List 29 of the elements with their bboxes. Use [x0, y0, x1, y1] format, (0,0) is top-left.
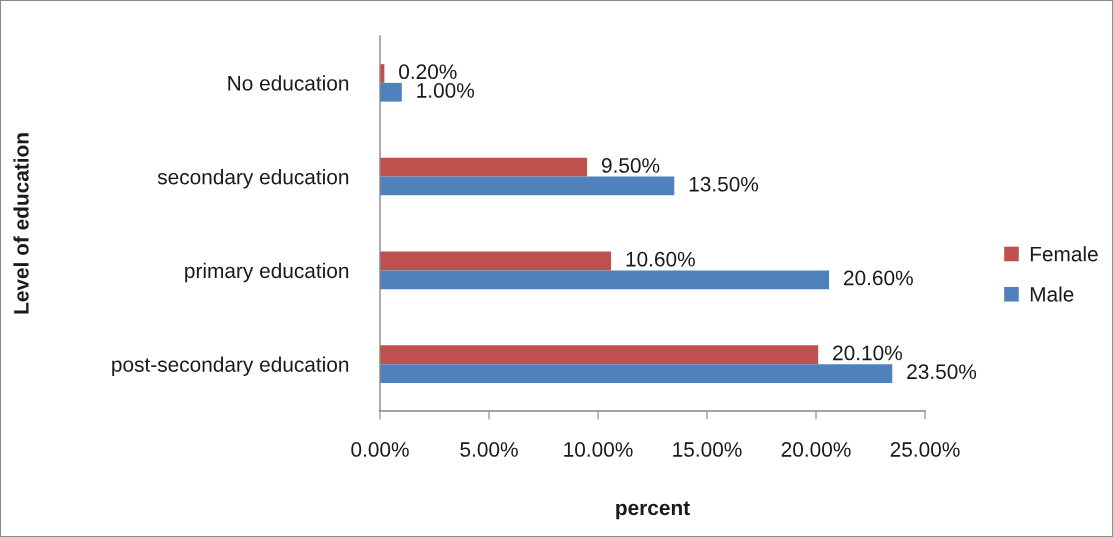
- data-label: 23.50%: [907, 364, 977, 380]
- bar: [380, 345, 819, 365]
- bar: [380, 364, 893, 383]
- data-label: 0.20%: [399, 64, 457, 80]
- x-tick-label: 0.00%: [351, 442, 409, 457]
- data-label: 9.50%: [601, 158, 660, 173]
- x-tick-label: 25.00%: [890, 442, 960, 457]
- legend-label: Female: [1030, 246, 1098, 262]
- y-tick-label: No education: [228, 75, 349, 91]
- bar: [380, 82, 402, 102]
- bar: [380, 251, 612, 271]
- bar: [380, 157, 588, 177]
- data-label: 10.60%: [626, 251, 695, 267]
- y-tick-label: post-secondary education: [112, 356, 349, 376]
- bar: [380, 176, 675, 196]
- y-axis-title: Level of education: [13, 133, 29, 314]
- y-tick-label: secondary education: [157, 169, 349, 189]
- x-tick-label: 10.00%: [564, 442, 633, 457]
- data-label: 13.50%: [689, 176, 759, 192]
- data-label: 20.60%: [844, 270, 913, 286]
- data-label: 20.10%: [833, 345, 902, 361]
- data-label: 1.00%: [417, 83, 475, 98]
- x-axis-title: percent: [616, 501, 690, 520]
- x-tick-label: 5.00%: [460, 442, 518, 457]
- bar: [380, 270, 830, 290]
- x-tick-label: 15.00%: [673, 442, 742, 457]
- y-tick-label: primary education: [185, 262, 349, 283]
- x-tick-label: 20.00%: [781, 442, 851, 457]
- legend-label: Male: [1030, 286, 1074, 302]
